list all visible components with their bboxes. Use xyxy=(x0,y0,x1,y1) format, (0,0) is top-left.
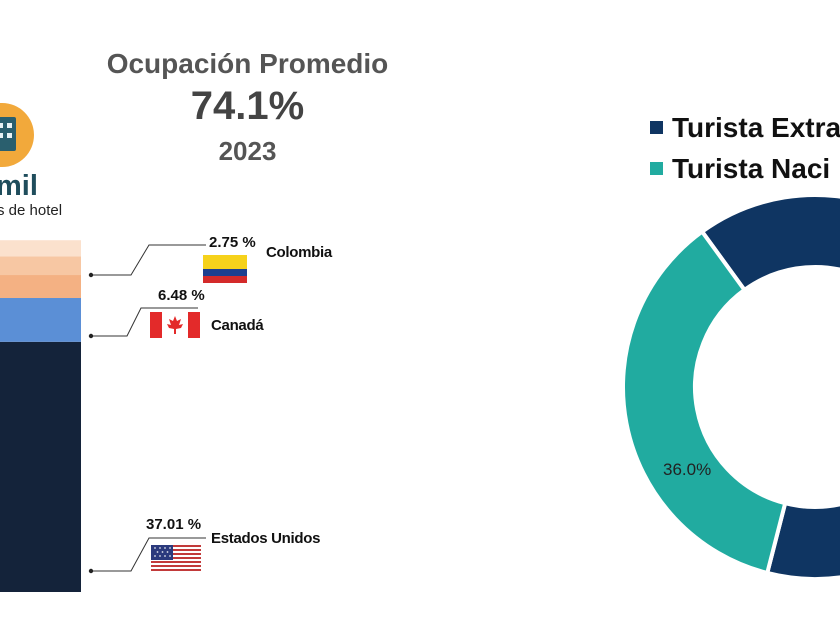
legend-item-extranjero: Turista Extra xyxy=(650,112,840,144)
canada-flag-icon xyxy=(150,312,200,338)
bar-segment-2 xyxy=(0,275,81,299)
bar-segment-3 xyxy=(0,256,81,276)
callout-dot-us xyxy=(88,568,94,574)
donut-label-nacional: 36.0% xyxy=(663,460,712,479)
percent-label-us: 37.01 % xyxy=(146,516,202,533)
hotel-subtitle: s de hotel xyxy=(0,202,63,219)
bar-segment-4 xyxy=(0,240,81,257)
callout-line-canada xyxy=(91,307,198,337)
legend-label-nacional: Turista Naci xyxy=(672,153,831,184)
donut-slice-0 xyxy=(699,193,840,581)
callout-line-colombia xyxy=(91,244,206,276)
legend-item-nacional: Turista Naci xyxy=(650,153,830,185)
chart-title: Ocupación Promedio xyxy=(106,48,389,79)
country-label-us: Estados Unidos xyxy=(211,530,321,547)
percent-label-colombia: 2.75 % xyxy=(209,234,256,251)
legend-swatch-extranjero xyxy=(650,121,663,134)
percent-label-canada: 6.48 % xyxy=(158,287,205,304)
donut-slice-1 xyxy=(621,228,788,576)
country-label-colombia: Colombia xyxy=(266,244,332,261)
legend-swatch-nacional xyxy=(650,162,663,175)
country-label-canada: Canadá xyxy=(211,317,264,334)
callout-dot-canada xyxy=(88,333,94,339)
legend-label-extranjero: Turista Extra xyxy=(672,112,840,143)
bar-segment-1 xyxy=(0,298,81,342)
callout-dot-colombia xyxy=(88,272,94,278)
hotel-count-label: mil xyxy=(0,170,38,202)
year-label: 2023 xyxy=(218,136,277,166)
callout-line-us xyxy=(91,537,206,572)
occupancy-value: 74.1% xyxy=(190,84,305,128)
colombia-flag-icon xyxy=(203,255,247,283)
us-flag-icon xyxy=(151,545,201,573)
bar-segment-0 xyxy=(0,341,81,592)
